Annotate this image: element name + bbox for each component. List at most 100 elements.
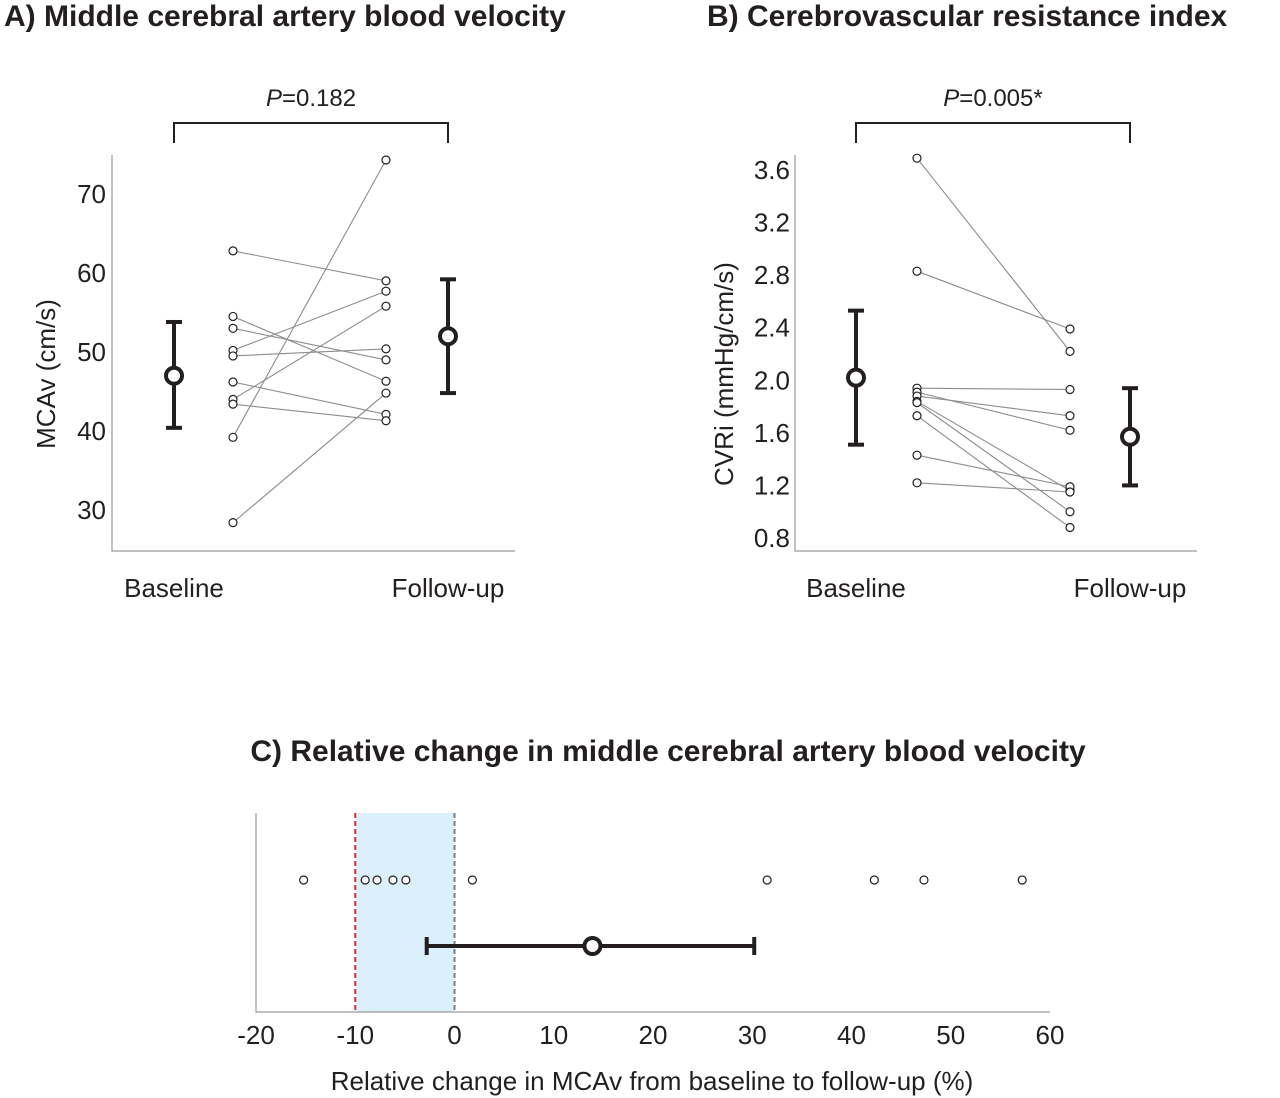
b-pair-line xyxy=(916,482,1071,493)
b-baseline-point xyxy=(912,153,922,163)
b-pair-line xyxy=(916,387,1071,391)
a-followup-point xyxy=(381,155,391,165)
panel-c-title: C) Relative change in middle cerebral ar… xyxy=(250,735,1086,768)
a-followup-mean xyxy=(438,326,458,347)
panel-a-x-label-followup: Follow-up xyxy=(392,573,505,603)
panel-c-point xyxy=(372,875,382,885)
a-followup-point xyxy=(381,355,391,365)
panel-b-bracket: P=0.005* xyxy=(855,85,1131,143)
b-y-tick-label: 3.2 xyxy=(754,208,790,238)
a-pair-line xyxy=(232,381,387,415)
b-y-tick-label: 0.8 xyxy=(754,523,790,553)
panel-c-mean-ci xyxy=(424,936,757,956)
panel-c-mean xyxy=(582,936,603,956)
panel-b-title: B) Cerebrovascular resistance index xyxy=(707,0,1228,33)
b-baseline-point xyxy=(912,266,922,276)
a-y-tick-label: 70 xyxy=(77,179,106,209)
b-followup-point xyxy=(1065,507,1075,517)
b-y-tick-label: 1.6 xyxy=(754,418,790,448)
panel-b-paired-data xyxy=(912,153,1075,533)
b-followup-point xyxy=(1065,384,1075,395)
panel-b-x-label-baseline: Baseline xyxy=(806,573,906,603)
panel-a-y-ticks: 30 40 50 60 70 xyxy=(77,179,106,525)
panel-b-p-text: =0.005* xyxy=(959,85,1042,112)
b-followup-point xyxy=(1065,346,1075,356)
panel-c-point xyxy=(1017,875,1027,885)
a-baseline-mean xyxy=(164,365,184,386)
panel-c-x-tick-label: 20 xyxy=(639,1020,668,1050)
panel-b-axes xyxy=(794,155,1197,552)
panel-b-y-label: CVRi (mmHg/cm/s) xyxy=(709,262,739,486)
a-y-tick-label: 60 xyxy=(77,258,106,288)
panel-c: C) Relative change in middle cerebral ar… xyxy=(237,735,1086,1096)
panel-b-means xyxy=(846,308,1140,488)
panel-b-significance-bracket xyxy=(855,122,1131,143)
panel-a-significance-bracket xyxy=(173,122,449,143)
b-pair-line xyxy=(916,454,1071,488)
panel-c-x-tick-label: -20 xyxy=(237,1020,275,1050)
a-followup-point xyxy=(381,301,391,311)
b-y-tick-label: 2.8 xyxy=(754,260,790,290)
panel-c-point xyxy=(919,875,929,885)
panel-c-point xyxy=(467,875,477,885)
a-baseline-point xyxy=(228,432,238,442)
a-followup-point xyxy=(381,388,391,398)
panel-c-x-tick-label: 40 xyxy=(837,1020,866,1050)
b-pair-line xyxy=(916,391,1071,431)
a-followup-point xyxy=(381,276,391,286)
panel-a-p-value: P=0.182 xyxy=(266,85,356,112)
b-y-tick-label: 3.6 xyxy=(754,155,790,185)
b-baseline-point xyxy=(912,411,922,421)
b-followup-point xyxy=(1065,411,1075,421)
panel-c-point xyxy=(401,875,411,885)
a-pair-line xyxy=(232,315,387,382)
panel-c-x-tick-label: 50 xyxy=(936,1020,965,1050)
panel-c-x-label: Relative change in MCAv from baseline to… xyxy=(331,1066,974,1096)
b-baseline-point xyxy=(912,398,922,408)
panel-c-x-tick-label: 0 xyxy=(447,1020,461,1050)
panel-b-p-value: P=0.005* xyxy=(943,85,1042,112)
panel-a-paired-data xyxy=(228,155,391,528)
b-pair-line xyxy=(916,270,1071,330)
panel-c-x-tick-label: 10 xyxy=(539,1020,568,1050)
a-y-tick-label: 30 xyxy=(77,495,106,525)
b-followup-point xyxy=(1065,522,1075,533)
panel-a-means xyxy=(164,277,458,430)
panel-a-p-italic: P xyxy=(266,85,282,112)
panel-b-y-ticks: 0.8 1.2 1.6 2.0 2.4 2.8 3.2 3.6 xyxy=(754,155,790,553)
b-pair-line xyxy=(916,395,1071,417)
panel-c-axes xyxy=(255,813,1050,1013)
panel-a-bracket: P=0.182 xyxy=(173,85,449,143)
a-baseline-point xyxy=(228,351,238,361)
panel-c-point xyxy=(388,875,398,885)
a-pair-line xyxy=(232,305,387,400)
b-followup-point xyxy=(1065,425,1075,435)
a-pair-line xyxy=(232,290,387,351)
a-pair-line xyxy=(232,250,387,282)
a-baseline-point xyxy=(228,246,238,256)
panel-c-point xyxy=(360,875,370,885)
a-pair-line xyxy=(232,327,387,361)
a-followup-point xyxy=(381,376,391,386)
b-followup-mean xyxy=(1120,426,1140,447)
a-baseline-point xyxy=(228,323,238,333)
a-baseline-point xyxy=(228,311,238,322)
a-followup-point xyxy=(381,344,391,354)
b-baseline-point xyxy=(912,478,922,488)
a-baseline-point xyxy=(228,377,238,387)
a-baseline-point xyxy=(228,518,238,528)
a-pair-line xyxy=(232,403,387,422)
panel-c-x-tick-label: -10 xyxy=(336,1020,374,1050)
b-pair-line xyxy=(916,400,1071,492)
panel-c-shaded-region xyxy=(355,813,455,1012)
b-followup-point xyxy=(1065,324,1075,334)
b-y-tick-label: 2.0 xyxy=(754,365,790,395)
panel-c-point xyxy=(299,875,309,885)
b-pair-line xyxy=(916,402,1071,513)
panel-c-x-tick-label: 60 xyxy=(1036,1020,1065,1050)
b-y-tick-label: 1.2 xyxy=(754,470,790,500)
panel-c-x-ticks: -20 -10 0 10 20 30 40 50 60 xyxy=(237,1020,1064,1050)
b-pair-line xyxy=(916,157,1071,352)
b-followup-point xyxy=(1065,487,1075,497)
